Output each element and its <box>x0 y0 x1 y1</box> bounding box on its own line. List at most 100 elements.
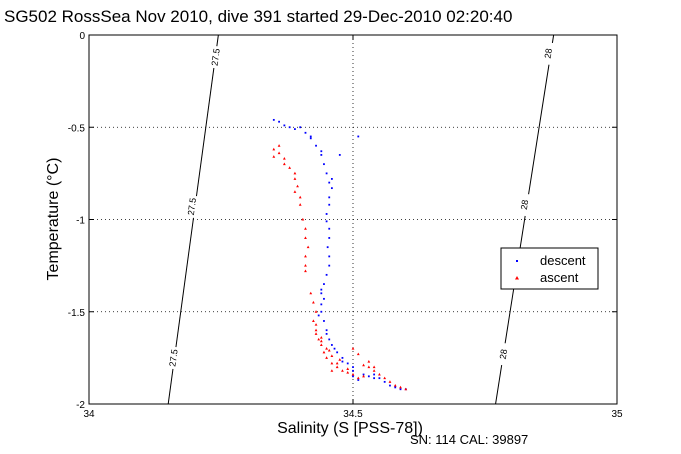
descent-point <box>389 384 391 387</box>
ascent-point <box>298 195 302 199</box>
descent-point <box>394 386 397 389</box>
legend-box <box>500 247 599 290</box>
isopycnal-label-bg <box>496 342 511 366</box>
ascent-point <box>330 354 334 358</box>
ascent-point <box>330 361 334 365</box>
y-ticks: 0 -0.5 -1 -1.5 -2 <box>68 31 617 411</box>
y-tick-label: 0 <box>79 31 85 42</box>
descent-point <box>330 187 333 190</box>
ascent-point <box>282 157 286 160</box>
ascent-point <box>404 387 408 391</box>
descent-point <box>378 377 381 380</box>
ascent-point <box>388 380 392 383</box>
descent-point <box>320 288 323 291</box>
ascent-point <box>319 343 323 346</box>
serial-cal-annotation: SN: 114 CAL: 39897 <box>410 432 528 447</box>
ascent-point <box>301 217 305 221</box>
isopycnal-label: 27.5 <box>210 48 222 67</box>
ascent-point <box>362 374 365 378</box>
chart-title: SG502 RossSea Nov 2010, dive 391 started… <box>4 7 512 26</box>
descent-point <box>323 320 325 322</box>
isopycnal-lines: 27.5 27.5 27.5 28 28 28 <box>167 34 556 405</box>
y-tick-label: -1.5 <box>68 308 86 319</box>
descent-point <box>357 135 360 138</box>
ascent-point <box>322 350 326 354</box>
descent-point <box>362 373 365 376</box>
ascent-point <box>335 361 339 365</box>
descent-point <box>330 178 333 180</box>
descent-point <box>323 163 325 166</box>
descent-point <box>373 373 376 376</box>
descent-point <box>325 332 328 335</box>
x-tick-label: 35 <box>611 409 623 420</box>
ascent-point <box>314 310 318 313</box>
descent-point <box>294 128 296 130</box>
ascent-point <box>351 372 355 376</box>
ascent-point <box>327 348 331 352</box>
ascent-point <box>356 376 360 380</box>
y-tick-label: -1 <box>76 216 85 227</box>
descent-point <box>283 124 286 127</box>
ascent-point <box>314 332 318 335</box>
descent-point <box>328 255 331 258</box>
ascent-point <box>317 337 321 341</box>
ascent-point <box>325 347 328 350</box>
descent-point <box>338 154 341 156</box>
y-axis-label: Temperature (°C) <box>45 158 62 281</box>
ascent-point <box>383 376 387 380</box>
descent-point <box>323 297 325 300</box>
y-tick-label: -0.5 <box>68 123 86 134</box>
isopycnal-label-bg <box>209 45 223 69</box>
descent-point <box>320 292 323 295</box>
descent-point <box>341 356 344 359</box>
ascent-point <box>346 371 350 374</box>
descent-point <box>367 375 370 378</box>
descent-point <box>383 380 386 383</box>
ascent-point <box>298 203 302 206</box>
legend-marker-ascent <box>515 276 519 280</box>
ascent-point <box>362 363 365 367</box>
isopycnal-label: 27.5 <box>186 197 198 216</box>
ascent-point <box>372 369 376 372</box>
descent-point <box>399 388 402 391</box>
ascent-point <box>346 367 350 370</box>
descent-point <box>309 135 312 138</box>
ascent-point <box>338 358 342 361</box>
ascent-point <box>399 385 402 389</box>
legend-label-ascent: ascent <box>540 270 579 285</box>
ascent-point <box>272 155 276 158</box>
ascent-point <box>293 190 297 193</box>
ascent-point <box>282 162 286 166</box>
descent-point <box>328 338 331 341</box>
ascent-point <box>378 372 381 376</box>
descent-point <box>278 120 280 123</box>
descent-point <box>352 366 354 368</box>
descent-point <box>336 351 339 354</box>
x-axis-label: Salinity (S [PSS-78]) <box>277 420 423 437</box>
descent-point <box>333 347 336 350</box>
descent-point <box>346 362 349 365</box>
ascent-point <box>314 328 318 332</box>
ascent-point <box>367 359 371 363</box>
ascent-point <box>335 365 339 369</box>
ascent-point <box>312 319 315 322</box>
x-tick-label: 34.5 <box>343 409 363 420</box>
descent-point <box>317 314 320 317</box>
descent-point <box>325 329 328 332</box>
ascent-point <box>304 227 307 230</box>
ascent-point <box>319 335 323 339</box>
ascent-point <box>293 171 297 175</box>
descent-point <box>288 126 291 129</box>
isopycnal-line <box>495 34 555 405</box>
ascent-point <box>304 269 307 273</box>
ascent-point <box>296 184 299 188</box>
descent-point <box>328 181 331 184</box>
descent-point <box>328 196 331 199</box>
isopycnal-label: 27.5 <box>167 349 179 368</box>
ascent-point <box>325 356 328 359</box>
ascent-point <box>304 236 307 239</box>
isopycnal-label: 28 <box>543 48 554 59</box>
data-points <box>272 118 408 391</box>
isopycnal-label: 28 <box>519 199 530 210</box>
descent-point <box>320 303 323 306</box>
